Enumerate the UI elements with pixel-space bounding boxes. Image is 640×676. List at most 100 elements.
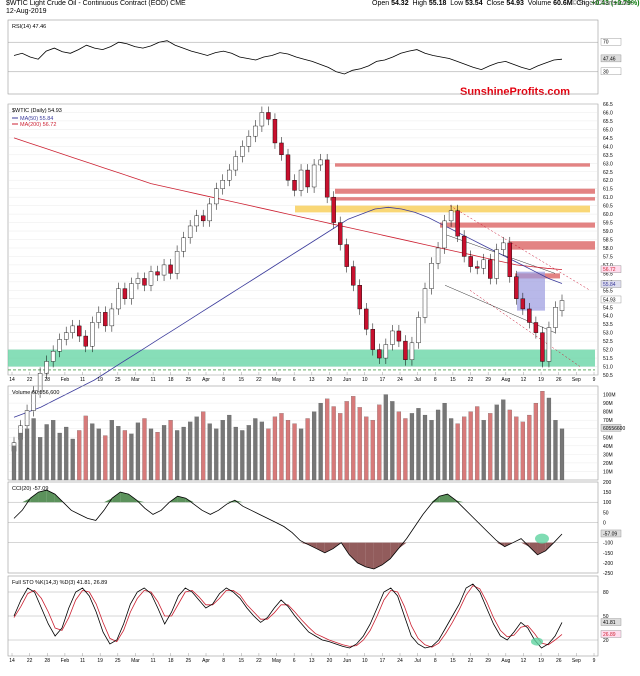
price-tick-label: 59.5 [603, 221, 613, 227]
rsi-label: RSI(14) 47.46 [12, 24, 46, 30]
candle-body [364, 308, 369, 330]
price-tick-label: 65.5 [603, 119, 613, 125]
price-tick-label: 53.5 [603, 322, 613, 328]
volume-bar [135, 422, 141, 481]
volume-bar [514, 416, 519, 481]
chart-header: $WTIC Light Crude Oil - Continuous Contr… [0, 0, 640, 16]
cci-last-value: -57.09 [603, 531, 617, 537]
sto-x-axis-label: 19 [97, 658, 103, 664]
volume-bar [57, 432, 62, 481]
candle-body [383, 344, 389, 359]
volume-tick-label: 50M [603, 435, 613, 441]
candle-body [168, 264, 173, 274]
cci-label: CCI(20) -57.09 [12, 486, 48, 492]
price-tick-label: 51.0 [603, 365, 613, 371]
candle-body [233, 156, 239, 171]
candle-body [135, 278, 141, 284]
candle-body [396, 330, 402, 342]
candle-body [266, 112, 271, 120]
price-x-axis-label: 24 [397, 377, 403, 383]
sto-x-axis-label: 24 [397, 658, 403, 664]
sto-x-axis-label: 13 [309, 658, 315, 664]
candle-body [155, 271, 160, 276]
price-tag-ma200: 56.72 [603, 267, 616, 273]
volume-bar [240, 430, 245, 481]
cci-highlight-ellipse [535, 533, 549, 544]
price-tick-label: 56.5 [603, 271, 613, 277]
volume-bar [96, 428, 101, 481]
resistance-zone-yellow [295, 205, 590, 213]
price-tick-label: 54.5 [603, 305, 613, 311]
candle-body [148, 271, 154, 286]
cci-oversold-fill [390, 542, 399, 559]
sto-d-last-bg [600, 630, 622, 638]
candle-body [298, 169, 304, 191]
sto-x-axis-label: Apr [202, 658, 210, 664]
candle-body [546, 327, 552, 362]
candle-body [122, 288, 128, 299]
volume-bar [64, 426, 69, 481]
sto-tick-label: 20 [603, 638, 609, 644]
candle-body [527, 308, 532, 323]
cci-overbought-fill [185, 498, 194, 503]
sto-x-axis-label: Jul [414, 658, 420, 664]
candle-body [142, 278, 147, 286]
candle-body [272, 119, 278, 144]
volume-bar [435, 409, 441, 481]
volume-bar [318, 402, 323, 481]
candle-body [324, 159, 330, 198]
volume-bar [540, 391, 545, 481]
volume-tick-label: 80M [603, 410, 613, 416]
price-x-axis-label: May [272, 377, 282, 383]
volume-bar [396, 411, 402, 481]
volume-bar [357, 407, 362, 481]
price-x-axis-label: 26 [556, 377, 562, 383]
sto-x-axis-label: 8 [434, 658, 437, 664]
volume-bar [142, 418, 147, 481]
rsi-tick-70-bg [600, 38, 622, 46]
cci-overbought-fill [226, 500, 235, 503]
price-tick-label: 50.5 [603, 373, 613, 379]
cci-oversold-fill [365, 542, 374, 569]
volume-last-value: 60556600 [603, 426, 625, 432]
price-x-axis-label: 20 [327, 377, 333, 383]
volume-bar [70, 438, 75, 481]
candle-body [259, 112, 265, 127]
volume-bar [468, 411, 473, 481]
cci-tick-label: 0 [603, 520, 606, 526]
candle-body [44, 361, 49, 374]
cci-tick-label: 200 [603, 480, 612, 486]
cci-oversold-fill [529, 542, 538, 555]
volume-bar [409, 413, 415, 481]
cci-tick-label: -100 [603, 541, 613, 547]
sto-x-axis-label: May [272, 658, 282, 664]
cci-oversold-fill [537, 542, 546, 555]
volume-bar [390, 401, 395, 481]
cci-overbought-fill [177, 496, 186, 503]
price-tag-ma50-bg [600, 280, 622, 288]
sto-x-axis-label: 20 [327, 658, 333, 664]
cci-line [13, 489, 563, 570]
candle-body [200, 215, 206, 222]
candle-body [285, 154, 291, 181]
volume-bar [90, 423, 95, 481]
cci-oversold-fill [398, 542, 407, 549]
volume-bar [253, 418, 258, 481]
candle-body [553, 307, 558, 328]
sto-k-line [13, 583, 563, 649]
cci-overbought-fill [38, 490, 47, 503]
volume-bar [11, 445, 17, 481]
price-tick-label: 60.0 [603, 212, 613, 218]
price-tick-label: 64.5 [603, 136, 613, 142]
volume-bar [351, 396, 356, 481]
candle-body [181, 237, 186, 252]
candle-body [187, 225, 193, 239]
legend-entry: MA(50) 55.84 [20, 116, 53, 122]
price-x-axis-label: 25 [115, 377, 121, 383]
price-tick-label: 61.5 [603, 187, 613, 193]
sto-x-axis-label: 28 [44, 658, 50, 664]
candle-body [540, 332, 545, 362]
candle-body [103, 312, 108, 327]
candle-body [455, 210, 460, 237]
